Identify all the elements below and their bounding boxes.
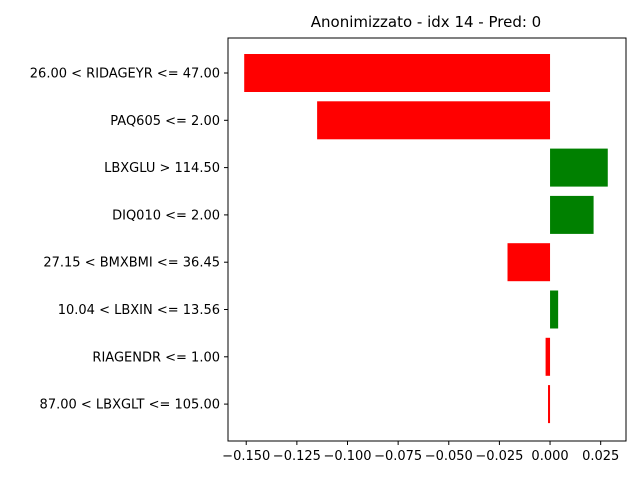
bar [545, 337, 551, 376]
category-label: 26.00 < RIDAGEYR <= 47.00 [30, 67, 220, 82]
bar [550, 148, 608, 187]
plot-frame [227, 37, 627, 442]
bar [244, 54, 551, 92]
bar [550, 290, 559, 329]
chart-title: Anonimizzato - idx 14 - Pred: 0 [311, 13, 541, 31]
bar [550, 195, 594, 234]
x-axis: −0.150 −0.125 −0.100 −0.075 −0.050 −0.025 0.00… [222, 441, 619, 464]
bar [548, 385, 551, 424]
bar [507, 243, 551, 282]
x-tick-label: 0.000 [531, 449, 568, 464]
category-labels-group: 26.00 < RIDAGEYR <= 47.00 PAQ605 <= 2.00 L… [30, 67, 228, 413]
category-label: 27.15 < BMXBMI <= 36.45 [43, 256, 220, 271]
category-label: RIAGENDR <= 1.00 [92, 350, 220, 365]
bar [317, 101, 551, 140]
category-label: 87.00 < LBXGLT <= 105.00 [40, 398, 220, 413]
category-label: 10.04 < LBXIN <= 13.56 [58, 303, 220, 318]
category-label: DIQ010 <= 2.00 [112, 208, 220, 223]
x-tick-label: −0.125 [273, 449, 321, 464]
category-label: LBXGLU > 114.50 [104, 161, 220, 176]
x-tick-label: −0.075 [374, 449, 422, 464]
x-tick-label: 0.025 [582, 449, 619, 464]
bars-group [244, 54, 608, 424]
x-tick-label: −0.150 [222, 449, 270, 464]
category-label: PAQ605 <= 2.00 [110, 114, 220, 129]
x-tick-label: −0.100 [323, 449, 371, 464]
x-tick-label: −0.025 [475, 449, 523, 464]
x-tick-label: −0.050 [425, 449, 473, 464]
